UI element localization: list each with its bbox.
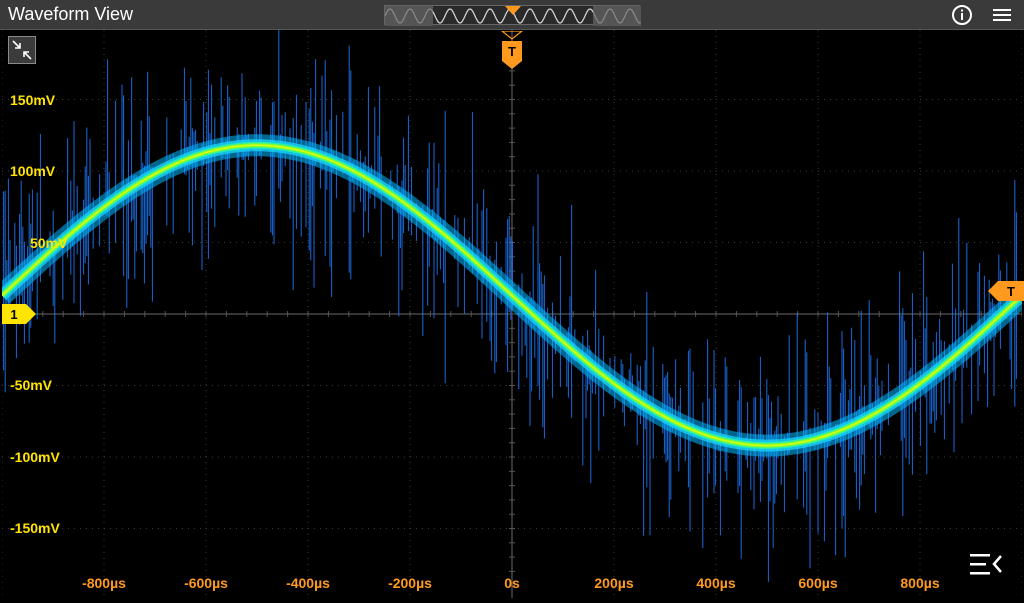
x-label: 200µs <box>594 575 634 591</box>
x-label: -600µs <box>184 575 228 591</box>
trigger-level-marker[interactable]: T <box>988 280 1024 307</box>
x-label: 400µs <box>696 575 736 591</box>
y-label-neg150mv: -150mV <box>10 520 60 536</box>
waveform-plot[interactable] <box>0 27 1024 601</box>
overview-trigger-marker <box>505 6 521 15</box>
y-label-50mv: 50mV <box>30 235 68 251</box>
x-label: -200µs <box>388 575 432 591</box>
x-label: 600µs <box>798 575 838 591</box>
shrink-view-button[interactable] <box>8 36 36 64</box>
x-label: 800µs <box>900 575 940 591</box>
x-label: -400µs <box>286 575 330 591</box>
x-label: 0s <box>504 575 520 591</box>
window-title: Waveform View <box>8 4 134 24</box>
y-label-neg50mv: -50mV <box>10 377 53 393</box>
trigger-position-marker[interactable]: T <box>500 30 524 76</box>
y-label-150mv: 150mV <box>10 92 56 108</box>
shrink-arrows-icon <box>12 40 32 60</box>
trigger-right-label: T <box>1007 284 1015 299</box>
channel-1-label: 1 <box>10 307 17 322</box>
x-label: -800µs <box>82 575 126 591</box>
hamburger-menu-icon[interactable] <box>990 3 1014 27</box>
trigger-top-label: T <box>508 44 516 59</box>
info-icon[interactable] <box>950 3 974 27</box>
y-label-100mv: 100mV <box>10 163 56 179</box>
channel-1-trace <box>0 30 1024 582</box>
waveform-overview[interactable] <box>384 5 641 26</box>
y-label-neg100mv: -100mV <box>10 449 60 465</box>
channel-1-marker[interactable]: 1 <box>2 304 38 329</box>
trace-layer <box>1 144 1023 447</box>
side-menu-toggle[interactable] <box>968 550 1004 580</box>
title-bar: Waveform View <box>0 0 1024 30</box>
collapse-menu-icon <box>970 554 1002 575</box>
